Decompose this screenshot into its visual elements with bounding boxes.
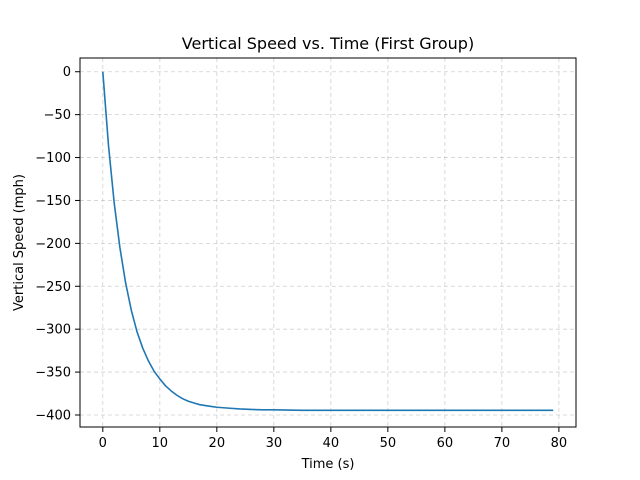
y-tick-label: −50 — [44, 108, 71, 123]
x-tick-label: 10 — [152, 436, 169, 451]
series-line — [102, 71, 554, 412]
y-tick-label: 0 — [63, 65, 71, 80]
series-layer — [102, 71, 554, 412]
x-tick-label: 70 — [494, 436, 511, 451]
chart-title: Vertical Speed vs. Time (First Group) — [182, 34, 474, 53]
y-tick-label: −350 — [35, 366, 71, 381]
y-tick-label: −100 — [35, 151, 71, 166]
x-tick-label: 50 — [380, 436, 397, 451]
x-tick-label: 0 — [99, 436, 107, 451]
x-axis: 0 10 20 30 40 50 60 70 80 — [99, 427, 568, 451]
x-tick-label: 80 — [551, 436, 568, 451]
x-axis-label: Time (s) — [301, 457, 355, 472]
x-tick-label: 30 — [266, 436, 283, 451]
x-tick-label: 60 — [437, 436, 454, 451]
y-tick-label: −200 — [35, 237, 71, 252]
plot-frame — [79, 57, 577, 428]
x-tick-label: 40 — [323, 436, 340, 451]
y-tick-label: −300 — [35, 323, 71, 338]
y-axis-label: Vertical Speed (mph) — [12, 174, 27, 311]
x-tick-label: 20 — [209, 436, 226, 451]
grid — [80, 58, 576, 427]
y-tick-label: −250 — [35, 280, 71, 295]
y-axis: 0 −50 −100 −150 −200 −250 −300 −350 −400 — [35, 65, 80, 423]
y-tick-label: −400 — [35, 408, 71, 423]
y-tick-label: −150 — [35, 194, 71, 209]
